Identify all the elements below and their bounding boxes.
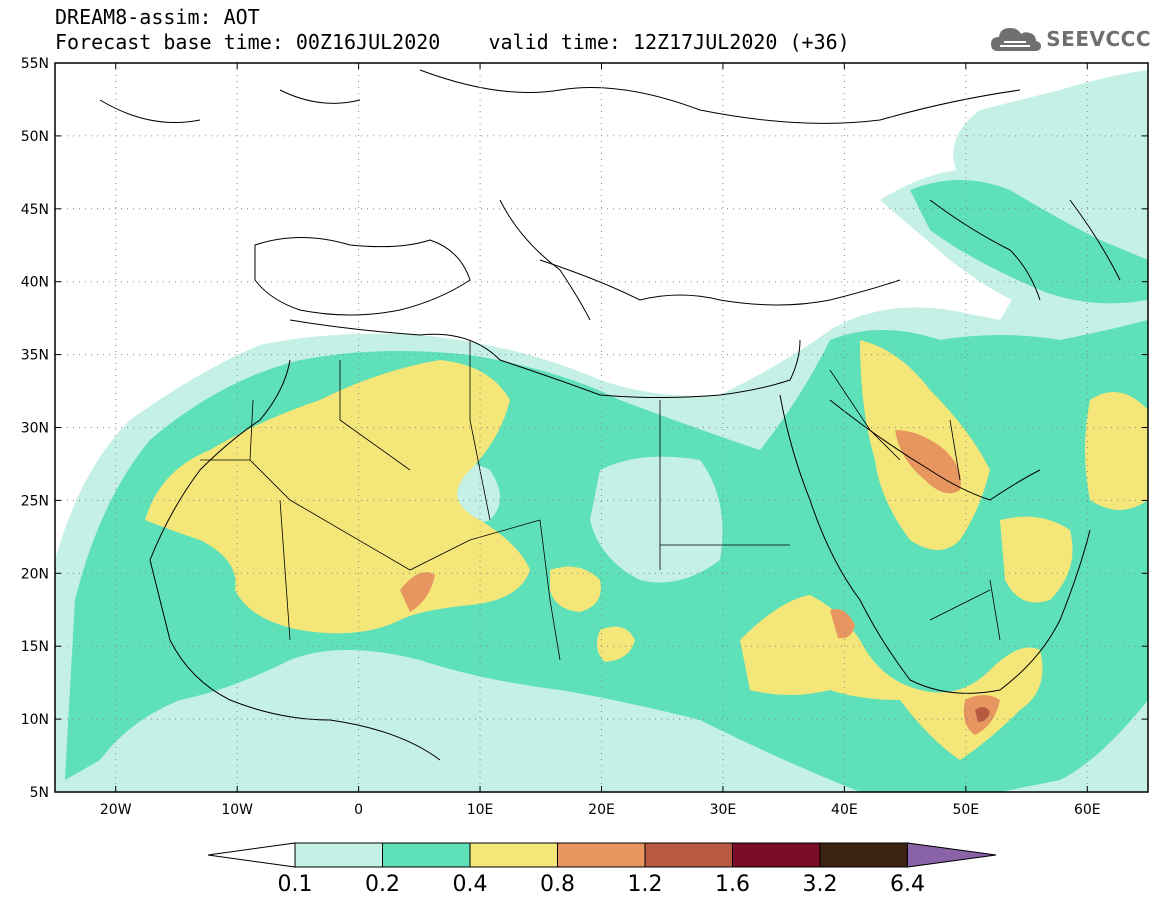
lon-tick-label: 50E <box>952 802 979 818</box>
colorbar-label: 6.4 <box>890 872 925 897</box>
map-title: DREAM8-assim: AOT <box>55 5 260 29</box>
lon-tick-label: 0 <box>354 802 363 818</box>
colorbar-swatch <box>469 842 558 868</box>
colorbar-swatch <box>732 842 821 868</box>
lat-tick-label: 25N <box>21 493 49 509</box>
colorbar-label: 0.8 <box>540 872 575 897</box>
country-borders <box>200 340 1001 661</box>
latitude-axis: 55N 50N 45N 40N 35N 30N 25N 20N 15N 10N 5N <box>21 56 1148 801</box>
coastlines <box>99 69 1121 761</box>
lat-tick-label: 55N <box>21 56 49 72</box>
colorbar-label: 1.6 <box>715 872 750 897</box>
colorbar-swatch <box>294 842 383 868</box>
lat-tick-label: 30N <box>21 421 49 437</box>
colorbar-high-arrow <box>907 842 997 868</box>
colorbar-swatch <box>382 842 471 868</box>
colorbar-swatch <box>557 842 646 868</box>
colorbar-label: 0.4 <box>453 872 488 897</box>
brand-name: SEEVCCC <box>1046 27 1151 51</box>
lon-tick-label: 20W <box>100 802 132 818</box>
colorbar-label: 0.2 <box>365 872 400 897</box>
lat-tick-label: 20N <box>21 566 49 582</box>
colorbar-low-arrow <box>207 842 296 868</box>
lon-tick-label: 60E <box>1074 802 1101 818</box>
lon-tick-label: 30E <box>710 802 737 818</box>
lat-tick-label: 40N <box>21 275 49 291</box>
brand-logo: SEEVCCC <box>990 22 1151 56</box>
lon-tick-label: 20E <box>588 802 615 818</box>
lon-tick-label: 40E <box>831 802 858 818</box>
forecast-time-line: Forecast base time: 00Z16JUL2020 valid t… <box>55 30 850 54</box>
lat-tick-label: 10N <box>21 712 49 728</box>
lat-tick-label: 45N <box>21 202 49 218</box>
colorbar: 0.1 0.2 0.4 0.8 1.2 1.6 3.2 6.4 <box>207 842 997 897</box>
colorbar-swatch <box>819 842 908 868</box>
cloud-logo-icon <box>991 28 1042 51</box>
colorbar-label: 3.2 <box>803 872 838 897</box>
colorbar-swatch <box>644 842 733 868</box>
lat-tick-label: 50N <box>21 129 49 145</box>
longitude-axis: 20W 10W 0 10E 20E 30E 40E 50E 60E <box>100 63 1101 818</box>
lon-tick-label: 10W <box>221 802 253 818</box>
lon-tick-label: 10E <box>467 802 494 818</box>
lat-tick-label: 15N <box>21 639 49 655</box>
lat-tick-label: 35N <box>21 348 49 364</box>
colorbar-label: 1.2 <box>628 872 663 897</box>
lat-tick-label: 5N <box>30 785 49 801</box>
aot-shading <box>55 70 1148 792</box>
colorbar-label: 0.1 <box>278 872 313 897</box>
